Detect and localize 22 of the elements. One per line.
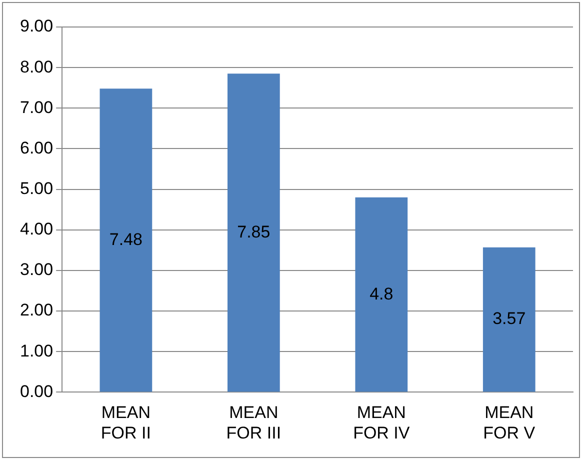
x-tick-label: MEAN FOR II <box>100 403 151 442</box>
bar <box>100 88 152 392</box>
y-tick-label: 8.00 <box>20 57 54 76</box>
y-tick-label: 7.00 <box>20 98 54 117</box>
y-tick-label: 1.00 <box>20 341 54 360</box>
y-tick-label: 9.00 <box>20 16 54 36</box>
y-tick-label: 5.00 <box>20 179 54 198</box>
x-tick-label: MEAN FOR IV <box>353 403 410 442</box>
y-tick-label: 4.00 <box>20 220 54 239</box>
y-tick-label: 2.00 <box>20 300 54 320</box>
data-label: 4.8 <box>370 284 394 304</box>
data-label: 7.85 <box>237 222 270 242</box>
data-label: 7.48 <box>109 230 142 249</box>
bar <box>227 74 280 392</box>
bar <box>482 247 536 392</box>
x-tick-label: MEAN FOR V <box>483 403 536 442</box>
data-label: 3.57 <box>492 309 526 328</box>
y-tick-label: 3.00 <box>20 260 54 280</box>
y-tick-label: 6.00 <box>20 138 54 158</box>
bar <box>355 197 408 392</box>
x-tick-label: MEAN FOR III <box>226 403 282 442</box>
y-tick-label: 0.00 <box>20 382 54 401</box>
